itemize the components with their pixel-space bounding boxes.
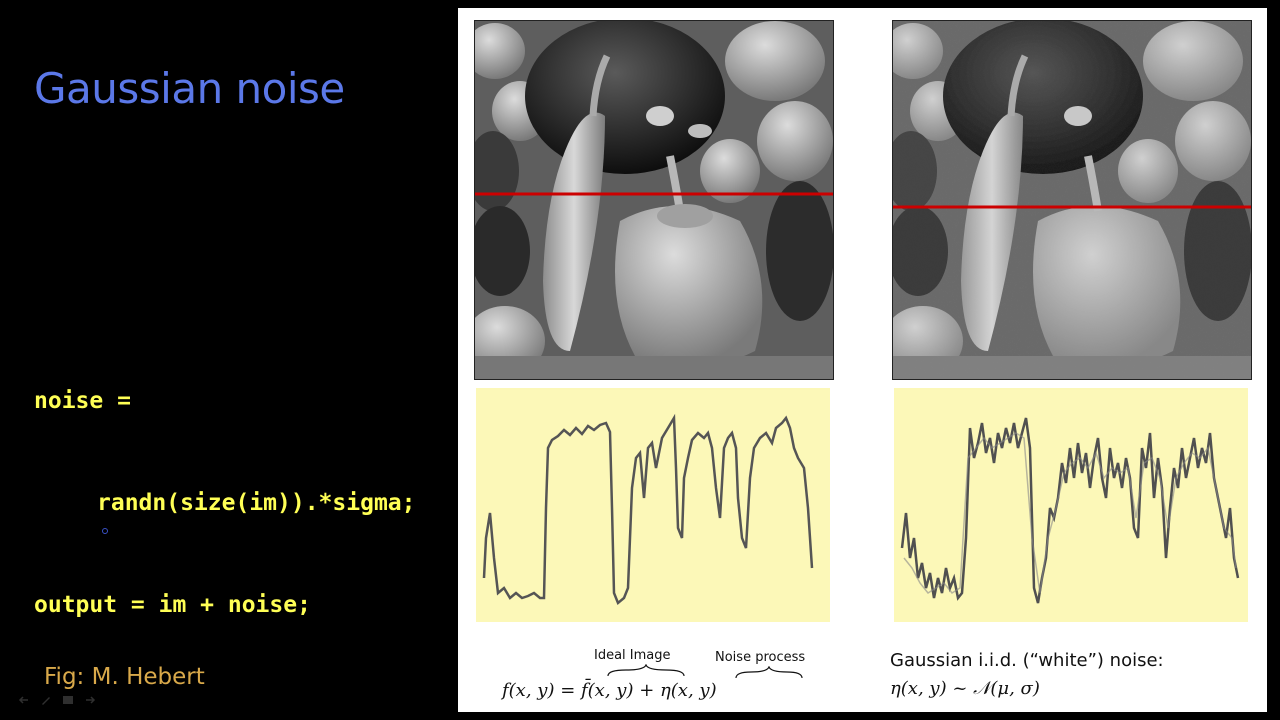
gaussian-distribution-equation: η(x, y) ~ 𝒩(μ, σ) (890, 678, 1040, 699)
cursor-dot (102, 528, 108, 534)
noisy-peppers-image (892, 20, 1252, 380)
code-line-2: randn(size(im)).*sigma; (97, 490, 416, 516)
clean-peppers-image (474, 20, 834, 380)
gaussian-noise-formula: Gaussian i.i.d. (“white”) noise: η(x, y)… (890, 648, 1250, 710)
prev-arrow-icon[interactable] (18, 692, 30, 704)
figure-credit: Fig: M. Hebert (44, 664, 205, 690)
formula-equation: f(x, y) = f̄(x, y) + η(x, y) (502, 680, 717, 701)
slide-nav-controls[interactable] (18, 692, 96, 705)
ideal-brace-icon (607, 664, 685, 677)
noise-brace-icon (735, 666, 803, 679)
code-line-1: noise = (34, 388, 131, 414)
white-noise-caption: Gaussian i.i.d. (“white”) noise: (890, 650, 1164, 671)
next-arrow-icon[interactable] (84, 692, 96, 704)
noisy-intensity-profile (894, 388, 1248, 622)
noise-process-label: Noise process (715, 650, 806, 665)
figure-panel: Ideal Image Noise process f(x, y) = f̄(x… (458, 8, 1267, 712)
menu-icon[interactable] (62, 692, 74, 704)
code-block: noise = randn(size(im)).*sigma; output =… (34, 316, 416, 656)
signal-plus-noise-formula: Ideal Image Noise process f(x, y) = f̄(x… (502, 648, 842, 710)
clean-intensity-profile (476, 388, 830, 622)
code-line-3: output = im + noise; (34, 592, 311, 618)
pen-icon[interactable] (40, 692, 52, 705)
slide-title: Gaussian noise (34, 64, 345, 113)
ideal-image-label: Ideal Image (594, 648, 671, 663)
